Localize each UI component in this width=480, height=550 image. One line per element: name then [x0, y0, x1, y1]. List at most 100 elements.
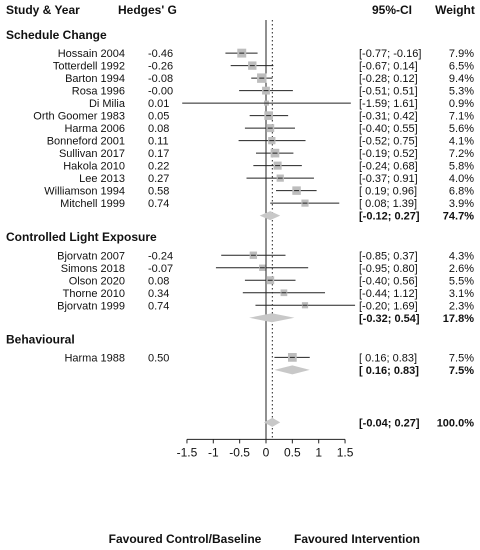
study-ci-text: [-0.20; 1.69] [359, 300, 418, 312]
study-effect: 0.22 [148, 161, 169, 173]
study-ci-text: [-0.31; 0.42] [359, 111, 418, 123]
group-summary-ci-text: [-0.12; 0.27] [359, 211, 420, 223]
study-ci-text: [-0.95; 0.80] [359, 263, 418, 275]
study-ci-text: [ 0.08; 1.39] [359, 198, 417, 210]
overall-summary-diamond [263, 417, 281, 427]
study-ci-text: [-0.37; 0.91] [359, 173, 418, 185]
study-weight: 7.2% [449, 148, 474, 160]
study-ci-text: [-0.24; 0.68] [359, 161, 418, 173]
study-weight: 9.4% [449, 73, 474, 85]
study-effect: 0.74 [148, 300, 169, 312]
header-study: Study & Year [6, 3, 80, 17]
group-title: Behavioural [6, 332, 75, 346]
study-weight: 0.9% [449, 98, 474, 110]
study-effect: 0.08 [148, 123, 169, 135]
x-tick-label: 1.5 [337, 445, 354, 459]
study-label: Di Milia [89, 98, 126, 110]
study-label: Barton 1994 [65, 73, 125, 85]
study-weight: 6.5% [449, 61, 474, 73]
study-effect: 0.11 [148, 136, 169, 148]
study-effect: 0.50 [148, 352, 169, 364]
plot-rows: Schedule Change Hossain 2004 -0.46 [-0.77; … [6, 28, 474, 429]
study-ci-text: [-1.59; 1.61] [359, 98, 418, 110]
study-label: Lee 2013 [79, 173, 125, 185]
study-weight: 7.9% [449, 48, 474, 60]
study-weight: 4.0% [449, 173, 474, 185]
study-weight: 7.5% [449, 352, 474, 364]
group-summary-diamond [249, 313, 295, 323]
study-ci-text: [-0.85; 0.37] [359, 250, 418, 262]
study-weight: 5.8% [449, 161, 474, 173]
study-label: Rosa 1996 [72, 86, 125, 98]
study-label: Bonneford 2001 [47, 136, 125, 148]
study-ci-text: [-0.28; 0.12] [359, 73, 418, 85]
study-effect: -0.07 [148, 263, 173, 275]
study-effect: -0.26 [148, 61, 173, 73]
study-effect: -0.08 [148, 73, 173, 85]
study-weight: 2.6% [449, 263, 474, 275]
study-weight: 7.1% [449, 111, 474, 123]
study-label: Hakola 2010 [63, 161, 125, 173]
study-label: Bjorvatn 2007 [57, 250, 125, 262]
study-weight: 6.8% [449, 186, 474, 198]
x-tick-label: -0.5 [229, 445, 250, 459]
study-weight: 3.9% [449, 198, 474, 210]
study-ci-text: [-0.19; 0.52] [359, 148, 418, 160]
group-summary-weight: 17.8% [443, 313, 474, 325]
overall-ci-text: [-0.04; 0.27] [359, 417, 420, 429]
study-label: Bjorvatn 1999 [57, 300, 125, 312]
study-weight: 5.3% [449, 86, 474, 98]
study-label: Sullivan 2017 [59, 148, 125, 160]
group-title: Schedule Change [6, 28, 107, 42]
study-ci-text: [-0.77; -0.16] [359, 48, 421, 60]
study-effect: -0.46 [148, 48, 173, 60]
study-label: Harma 1988 [64, 352, 125, 364]
study-effect: 0.58 [148, 186, 169, 198]
group-summary-weight: 74.7% [443, 211, 474, 223]
footer-left-label: Favoured Control/Baseline [109, 532, 262, 546]
x-tick-label: 1 [315, 445, 322, 459]
study-label: Olson 2020 [69, 275, 125, 287]
study-ci-text: [ 0.16; 0.83] [359, 352, 417, 364]
study-label: Williamson 1994 [44, 186, 125, 198]
study-weight: 3.1% [449, 288, 474, 300]
study-weight: 5.6% [449, 123, 474, 135]
group-summary-diamond [274, 365, 310, 375]
study-effect: -0.00 [148, 86, 173, 98]
study-label: Mitchell 1999 [60, 198, 125, 210]
group-title: Controlled Light Exposure [6, 230, 157, 244]
group-summary-diamond [259, 211, 281, 221]
study-weight: 4.1% [449, 136, 474, 148]
group-summary-ci-text: [-0.32; 0.54] [359, 313, 420, 325]
study-effect: -0.24 [148, 250, 173, 262]
study-label: Harma 2006 [64, 123, 125, 135]
study-label: Hossain 2004 [58, 48, 125, 60]
study-effect: 0.74 [148, 198, 169, 210]
study-effect: 0.27 [148, 173, 169, 185]
study-label: Thorne 2010 [63, 288, 125, 300]
study-weight: 4.3% [449, 250, 474, 262]
study-ci-text: [-0.67; 0.14] [359, 61, 418, 73]
study-effect: 0.08 [148, 275, 169, 287]
study-effect: 0.05 [148, 111, 169, 123]
reference-lines [265, 20, 273, 440]
study-ci-text: [-0.40; 0.55] [359, 123, 418, 135]
study-effect: 0.34 [148, 288, 169, 300]
overall-weight: 100.0% [437, 417, 475, 429]
study-ci-text: [-0.44; 1.12] [359, 288, 418, 300]
study-effect: 0.17 [148, 148, 169, 160]
x-tick-label: -1 [208, 445, 219, 459]
study-label: Totterdell 1992 [53, 61, 125, 73]
footer-right-label: Favoured Intervention [294, 532, 420, 546]
x-tick-label: 0 [263, 445, 270, 459]
study-ci-text: [ 0.19; 0.96] [359, 186, 417, 198]
study-label: Orth Goomer 1983 [33, 111, 125, 123]
study-weight: 2.3% [449, 300, 474, 312]
group-summary-ci-text: [ 0.16; 0.83] [359, 365, 419, 377]
study-ci-text: [-0.52; 0.75] [359, 136, 418, 148]
x-axis: -1.5 -1 -0.5 0 0.5 1 1.5 [177, 438, 354, 459]
x-tick-label: -1.5 [177, 445, 198, 459]
group-summary-weight: 7.5% [449, 365, 474, 377]
study-weight: 5.5% [449, 275, 474, 287]
